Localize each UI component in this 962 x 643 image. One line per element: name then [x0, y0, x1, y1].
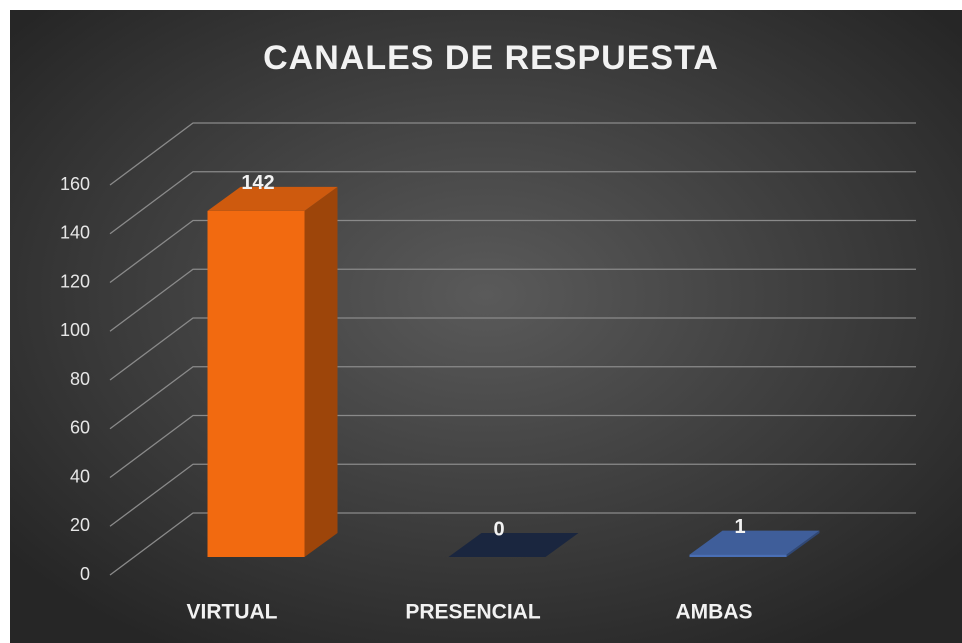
data-label: 1	[734, 516, 745, 538]
y-tick-label: 140	[60, 223, 90, 243]
bar-top	[207, 186, 338, 211]
x-tick-label: VIRTUAL	[187, 601, 278, 624]
grid-line	[109, 268, 916, 332]
y-tick-label: 40	[70, 466, 90, 486]
bar-side	[304, 186, 338, 557]
grid-line	[109, 512, 916, 576]
grid-line	[109, 366, 916, 430]
data-label: 0	[493, 518, 504, 540]
x-tick-label: PRESENCIAL	[405, 601, 541, 624]
bar-side	[786, 530, 820, 557]
y-tick-label: 20	[70, 515, 90, 535]
grid-line	[109, 463, 916, 527]
bar	[207, 210, 305, 557]
y-tick-label: 60	[70, 418, 90, 438]
y-tick-label: 0	[80, 564, 90, 584]
grid-line	[109, 414, 916, 479]
grid-line	[109, 171, 916, 235]
bar-top	[689, 530, 820, 555]
y-tick-label: 120	[60, 271, 90, 291]
y-tick-label: 160	[60, 174, 90, 194]
y-tick-label: 100	[60, 320, 90, 340]
x-tick-label: AMBAS	[676, 601, 753, 624]
bar-top	[448, 533, 579, 557]
data-label: 142	[241, 172, 274, 194]
bar	[689, 554, 787, 557]
grid-line	[109, 122, 916, 186]
grid-line	[109, 317, 916, 381]
grid-line	[109, 219, 916, 284]
y-tick-label: 80	[70, 369, 90, 389]
chart-title: CANALES DE RESPUESTA	[263, 39, 719, 77]
